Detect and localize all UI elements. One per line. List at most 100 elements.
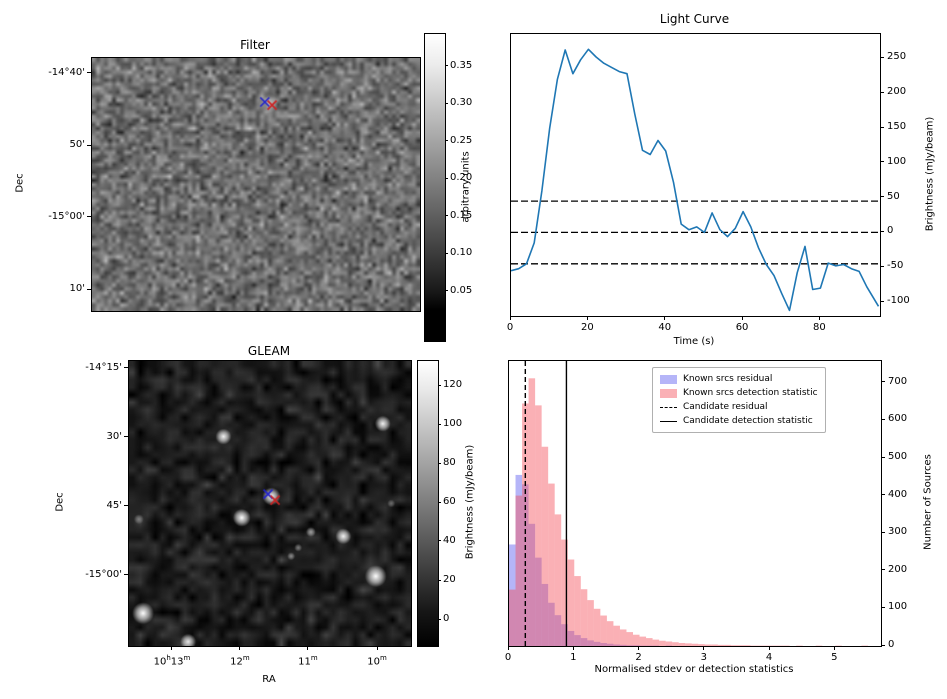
- light-curve-ytick: [880, 161, 884, 163]
- hist-bar-residual: [633, 645, 640, 646]
- gleam-colorbar-tick-label: 80: [443, 457, 456, 469]
- hist-bar-residual: [548, 602, 555, 646]
- gleam-xtick: [171, 646, 173, 650]
- hist-bar-residual: [626, 645, 633, 646]
- light-curve-xtick: [586, 316, 588, 320]
- legend-item: Candidate residual: [660, 400, 818, 414]
- gleam-colorbar-tick: [438, 462, 441, 464]
- light-curve-ytick: [880, 265, 884, 267]
- light-curve-xtick-label: 80: [813, 322, 826, 333]
- hist-bar-detstat: [528, 378, 536, 646]
- hist-bar-detstat: [593, 608, 601, 646]
- gleam-xtick-label: 10h13m: [153, 654, 191, 668]
- histogram-svg: [509, 361, 868, 646]
- hist-bar-detstat: [665, 641, 673, 646]
- hist-bar-detstat: [698, 644, 705, 646]
- gleam-ytick-label: 30': [106, 430, 122, 442]
- filter-colorbar-tick: [445, 252, 448, 254]
- hist-bar-detstat: [574, 576, 581, 646]
- histogram-ytick-label: 400: [888, 488, 908, 500]
- filter-colorbar-tick: [445, 177, 448, 179]
- filter-colorbar-tick-label: 0.05: [450, 284, 473, 296]
- gleam-xtick: [376, 646, 378, 650]
- hist-bar-detstat: [580, 589, 588, 646]
- light-curve-ytick: [880, 126, 884, 128]
- histogram-xlabel: Normalised stdev or detection statistics: [594, 664, 794, 675]
- gleam-colorbar: [417, 360, 439, 647]
- gleam-xlabel: RA: [262, 674, 276, 685]
- filter-dec-axis-label: Dec: [14, 173, 26, 193]
- hist-bar-residual: [600, 642, 607, 646]
- hist-bar-residual: [541, 583, 549, 646]
- gleam-xtick-label: 10m: [367, 654, 387, 668]
- gleam-colorbar-tick-label: 0: [443, 613, 450, 625]
- filter-colorbar-tick-label: 0.35: [450, 59, 473, 71]
- legend-dashed-line-swatch: [660, 406, 677, 408]
- legend-item: Candidate detection statistic: [660, 414, 818, 428]
- gleam-ytick: [124, 505, 128, 507]
- light-curve-ytick-label: -100: [887, 295, 910, 307]
- gleam-colorbar-tick: [438, 501, 441, 503]
- hist-bar-detstat: [619, 629, 627, 646]
- light-curve-xlabel: Time (s): [673, 336, 715, 347]
- gleam-ytick: [124, 367, 128, 369]
- hist-bar-detstat: [613, 625, 620, 646]
- filter-colorbar: [424, 33, 446, 342]
- light-curve-xtick-label: 0: [506, 322, 514, 333]
- hist-bar-detstat: [737, 645, 744, 646]
- gleam-colorbar-tick-label: 60: [443, 496, 456, 508]
- light-curve-xtick-label: 60: [735, 322, 749, 333]
- histogram-ytick-label: 300: [888, 526, 908, 538]
- gleam-colorbar-tick-label: 100: [443, 418, 463, 430]
- light-curve-ylabel: Brightness (mJy/beam): [924, 116, 936, 232]
- light-curve-ytick-label: 150: [887, 121, 907, 132]
- histogram-xtick-label: 3: [700, 652, 707, 663]
- hist-bar-detstat: [730, 645, 738, 646]
- filter-title: Filter: [240, 38, 270, 52]
- gleam-ytick-label: 45': [106, 499, 122, 511]
- histogram-ytick-label: 0: [888, 639, 895, 650]
- histogram-xtick: [572, 646, 574, 650]
- histogram-ytick-label: 600: [888, 413, 908, 425]
- legend-item: Known srcs residual: [660, 372, 818, 386]
- filter-colorbar-tick-label: 0.30: [450, 97, 473, 109]
- light-curve-ytick-label: 50: [887, 190, 900, 202]
- histogram-ytick-label: 500: [888, 451, 908, 462]
- light-curve-ytick-label: 200: [887, 86, 907, 98]
- gleam-colorbar-tick: [438, 423, 441, 425]
- histogram-xtick: [703, 646, 705, 650]
- hist-bar-detstat: [678, 642, 686, 646]
- hist-bar-residual: [561, 624, 568, 646]
- histogram-ytick-label: 200: [888, 563, 908, 575]
- hist-bar-residual: [574, 635, 581, 646]
- filter-colorbar-tick: [445, 290, 448, 292]
- gleam-colorbar-tick-label: 40: [443, 534, 456, 546]
- histogram-plot: [508, 360, 882, 647]
- hist-bar-detstat: [548, 483, 555, 646]
- hist-bar-detstat: [672, 642, 679, 646]
- hist-bar-residual: [554, 615, 562, 646]
- light-curve-xtick: [741, 316, 743, 320]
- histogram-xtick: [638, 646, 640, 650]
- gleam-xtick: [239, 646, 241, 650]
- gleam-xtick-label: 12m: [230, 654, 250, 668]
- hist-bar-residual: [535, 557, 542, 646]
- histogram-ytick: [881, 494, 885, 496]
- filter-colorbar-tick-label: 0.20: [450, 172, 473, 184]
- hist-bar-detstat: [633, 634, 640, 646]
- hist-bar-detstat: [646, 638, 653, 646]
- histogram-ytick: [881, 644, 885, 646]
- gleam-image: [128, 360, 412, 647]
- hist-bar-residual: [587, 640, 594, 646]
- light-curve-ytick: [880, 300, 884, 302]
- histogram-ytick-label: 100: [888, 601, 908, 613]
- gleam-colorbar-tick: [438, 618, 441, 620]
- histogram-ytick-label: 700: [888, 375, 908, 387]
- filter-ytick: [87, 288, 91, 290]
- legend-label: Candidate residual: [683, 402, 768, 412]
- hist-bar-detstat: [743, 645, 751, 646]
- light-curve-ytick: [880, 91, 884, 93]
- filter-colorbar-tick: [445, 65, 448, 67]
- light-curve-title: Light Curve: [659, 12, 730, 26]
